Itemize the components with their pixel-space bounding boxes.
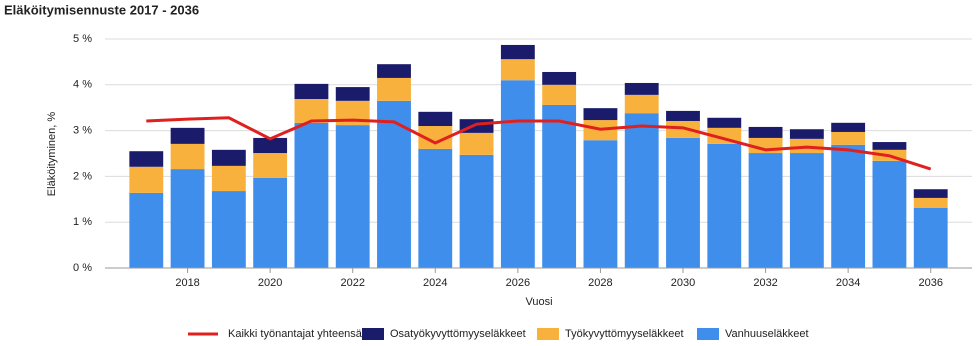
- line: [146, 116, 932, 171]
- x-tick-label: 2032: [753, 277, 777, 289]
- bar-segment: [624, 113, 659, 268]
- y-tick-label: 3 %: [73, 125, 92, 137]
- x-tick-label: 2020: [258, 277, 282, 289]
- bar-segment: [872, 160, 907, 268]
- bar-segment: [253, 177, 288, 268]
- y-tick-label: 1 %: [73, 216, 92, 228]
- x-tick-label: 2026: [506, 277, 530, 289]
- bar-segment: [748, 153, 783, 268]
- bar-segment: [748, 126, 783, 138]
- bar-segment: [542, 84, 577, 105]
- legend-swatch: [697, 328, 719, 340]
- bar-segment: [129, 192, 164, 268]
- bar-segment: [294, 122, 329, 269]
- legend-swatch: [362, 328, 384, 340]
- bar-segment: [872, 142, 907, 150]
- bar-segment: [707, 143, 742, 268]
- bar-segment: [170, 169, 205, 268]
- bar-segment: [294, 98, 329, 123]
- bar-segment: [789, 153, 824, 268]
- x-tick-label: 2022: [340, 277, 364, 289]
- bar-segment: [831, 131, 866, 145]
- bar-segment: [831, 122, 866, 132]
- bar-segment: [129, 151, 164, 167]
- bar-segment: [170, 127, 205, 144]
- bar-segment: [211, 191, 246, 268]
- bar-segment: [418, 126, 453, 149]
- bar-segment: [459, 154, 494, 268]
- x-tick-label: 2036: [918, 277, 942, 289]
- bar-segment: [707, 117, 742, 128]
- bar-segment: [542, 104, 577, 269]
- bar-segment: [253, 153, 288, 178]
- legend-label: Vanhuuseläkkeet: [725, 328, 809, 340]
- bar-segment: [377, 77, 411, 101]
- bar-segment: [500, 59, 535, 81]
- bar-segment: [624, 82, 659, 95]
- x-axis-label: Vuosi: [525, 296, 552, 308]
- bar-segment: [377, 64, 411, 78]
- x-tick-label: 2028: [588, 277, 612, 289]
- bar-segment: [542, 71, 577, 85]
- legend-swatch: [537, 328, 559, 340]
- bar-segment: [418, 148, 453, 268]
- bar-segment: [170, 143, 205, 170]
- bar-segment: [459, 132, 494, 155]
- bar-segment: [789, 129, 824, 139]
- x-tick-label: 2034: [836, 277, 860, 289]
- legend-label: Kaikki työnantajat yhteensä: [228, 328, 363, 340]
- x-tick-label: 2024: [423, 277, 447, 289]
- bar-segment: [666, 110, 700, 121]
- y-tick-label: 5 %: [73, 33, 92, 45]
- y-tick-label: 0 %: [73, 262, 92, 274]
- bar-segment: [831, 144, 866, 268]
- bar-segment: [211, 149, 246, 166]
- bar-segment: [294, 83, 329, 99]
- y-tick-label: 4 %: [73, 79, 92, 91]
- y-tick-label: 2 %: [73, 170, 92, 182]
- bar-segment: [583, 140, 618, 268]
- bar-segment: [211, 165, 246, 192]
- legend-label: Työkyvyttömyyseläkkeet: [565, 328, 684, 340]
- bar-segment: [377, 100, 411, 268]
- bar-segment: [500, 80, 535, 268]
- bar-segment: [500, 44, 535, 60]
- chart-title: Eläköitymisennuste 2017 - 2036: [4, 2, 199, 17]
- x-tick-label: 2018: [175, 277, 199, 289]
- bar-segment: [253, 137, 288, 154]
- bar-segment: [335, 87, 370, 101]
- bar-segment: [583, 108, 618, 121]
- bar-segment: [129, 166, 164, 193]
- legend-label: Osatyökyvyttömyyseläkkeet: [390, 328, 526, 340]
- bar-segment: [913, 197, 948, 209]
- bar-segment: [913, 208, 948, 268]
- bar-segment: [624, 94, 659, 114]
- bar-segment: [913, 189, 948, 198]
- bar-segment: [418, 111, 453, 127]
- bar-segment: [666, 120, 700, 138]
- bar-segment: [335, 125, 370, 268]
- y-axis-label: Eläköityminen, %: [46, 112, 58, 197]
- x-tick-label: 2030: [671, 277, 695, 289]
- bar-segment: [666, 137, 700, 268]
